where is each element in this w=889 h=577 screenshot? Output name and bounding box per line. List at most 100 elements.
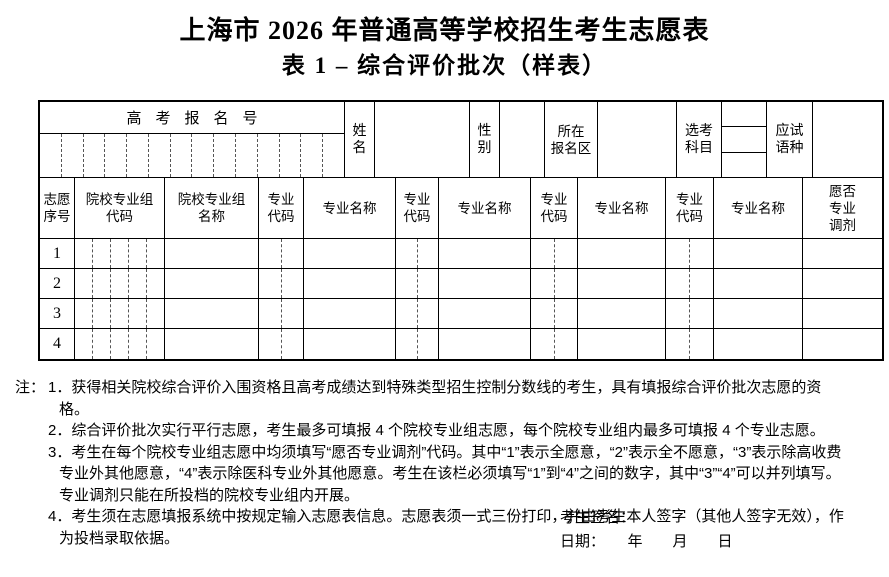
group-code-input[interactable]: [75, 269, 165, 299]
digit-box[interactable]: [111, 299, 129, 328]
major-code-input[interactable]: [259, 329, 304, 359]
major-code-input[interactable]: [531, 329, 578, 359]
major-code-input[interactable]: [531, 269, 578, 299]
major-code-input[interactable]: [259, 299, 304, 329]
major-code-input[interactable]: [666, 269, 714, 299]
digit-box[interactable]: [531, 299, 555, 328]
digit-box[interactable]: [282, 299, 304, 328]
major-code-input[interactable]: [259, 269, 304, 299]
digit-box[interactable]: [666, 329, 690, 359]
group-code-input[interactable]: [75, 329, 165, 359]
subject-box[interactable]: [722, 153, 766, 177]
digit-box[interactable]: [666, 299, 690, 328]
major-code-input[interactable]: [396, 269, 439, 299]
digit-box[interactable]: [258, 134, 280, 177]
major-name-input[interactable]: [304, 269, 396, 299]
digit-box[interactable]: [280, 134, 302, 177]
major-name-input[interactable]: [714, 299, 803, 329]
major-name-input[interactable]: [439, 299, 531, 329]
major-name-input[interactable]: [439, 239, 531, 269]
digit-box[interactable]: [282, 269, 304, 298]
digit-box[interactable]: [259, 329, 282, 359]
group-name-input[interactable]: [165, 239, 259, 269]
subject-box[interactable]: [722, 127, 766, 153]
digit-box[interactable]: [396, 239, 418, 268]
digit-box[interactable]: [555, 239, 578, 268]
digit-box[interactable]: [111, 269, 129, 298]
digit-box[interactable]: [147, 299, 164, 328]
major-name-input[interactable]: [578, 239, 666, 269]
digit-box[interactable]: [323, 134, 344, 177]
major-name-input[interactable]: [304, 239, 396, 269]
major-name-input[interactable]: [439, 269, 531, 299]
digit-box[interactable]: [129, 329, 147, 359]
digit-box[interactable]: [690, 239, 713, 268]
digit-box[interactable]: [147, 269, 164, 298]
major-code-input[interactable]: [666, 329, 714, 359]
digit-box[interactable]: [149, 134, 171, 177]
group-code-input[interactable]: [75, 299, 165, 329]
digit-box[interactable]: [259, 269, 282, 298]
major-name-input[interactable]: [578, 329, 666, 359]
digit-box[interactable]: [282, 239, 304, 268]
major-code-input[interactable]: [396, 239, 439, 269]
digit-box[interactable]: [531, 239, 555, 268]
digit-box[interactable]: [93, 299, 111, 328]
major-code-input[interactable]: [396, 299, 439, 329]
group-name-input[interactable]: [165, 299, 259, 329]
name-input[interactable]: [375, 102, 470, 177]
digit-box[interactable]: [418, 239, 439, 268]
digit-box[interactable]: [259, 299, 282, 328]
digit-box[interactable]: [147, 239, 164, 268]
digit-box[interactable]: [75, 329, 93, 359]
major-code-input[interactable]: [259, 239, 304, 269]
major-name-input[interactable]: [578, 299, 666, 329]
digit-box[interactable]: [214, 134, 237, 177]
digit-box[interactable]: [129, 269, 147, 298]
digit-box[interactable]: [75, 239, 93, 268]
major-name-input[interactable]: [304, 329, 396, 359]
digit-box[interactable]: [93, 329, 111, 359]
digit-box[interactable]: [111, 329, 129, 359]
major-name-input[interactable]: [578, 269, 666, 299]
digit-box[interactable]: [171, 134, 193, 177]
language-input[interactable]: [813, 102, 882, 177]
district-input[interactable]: [598, 102, 677, 177]
digit-box[interactable]: [129, 239, 147, 268]
major-code-input[interactable]: [666, 239, 714, 269]
digit-box[interactable]: [555, 299, 578, 328]
group-name-input[interactable]: [165, 269, 259, 299]
gender-input[interactable]: [500, 102, 545, 177]
digit-box[interactable]: [666, 269, 690, 298]
digit-box[interactable]: [690, 329, 713, 359]
digit-box[interactable]: [236, 134, 258, 177]
digit-box[interactable]: [531, 329, 555, 359]
major-code-input[interactable]: [666, 299, 714, 329]
digit-box[interactable]: [282, 329, 304, 359]
digit-box[interactable]: [192, 134, 215, 177]
adjustment-input[interactable]: [803, 269, 882, 299]
major-code-input[interactable]: [396, 329, 439, 359]
digit-box[interactable]: [301, 134, 324, 177]
adjustment-input[interactable]: [803, 299, 882, 329]
digit-box[interactable]: [93, 269, 111, 298]
digit-box[interactable]: [105, 134, 128, 177]
major-name-input[interactable]: [304, 299, 396, 329]
digit-box[interactable]: [111, 239, 129, 268]
digit-box[interactable]: [418, 269, 439, 298]
group-code-input[interactable]: [75, 239, 165, 269]
digit-box[interactable]: [93, 239, 111, 268]
major-code-input[interactable]: [531, 299, 578, 329]
major-name-input[interactable]: [439, 329, 531, 359]
digit-box[interactable]: [666, 239, 690, 268]
digit-box[interactable]: [555, 269, 578, 298]
digit-box[interactable]: [147, 329, 164, 359]
subject-box[interactable]: [722, 102, 766, 128]
group-name-input[interactable]: [165, 329, 259, 359]
digit-box[interactable]: [62, 134, 84, 177]
digit-box[interactable]: [690, 269, 713, 298]
digit-box[interactable]: [127, 134, 149, 177]
digit-box[interactable]: [418, 299, 439, 328]
major-name-input[interactable]: [714, 269, 803, 299]
exam-reg-no-input[interactable]: [40, 134, 344, 177]
